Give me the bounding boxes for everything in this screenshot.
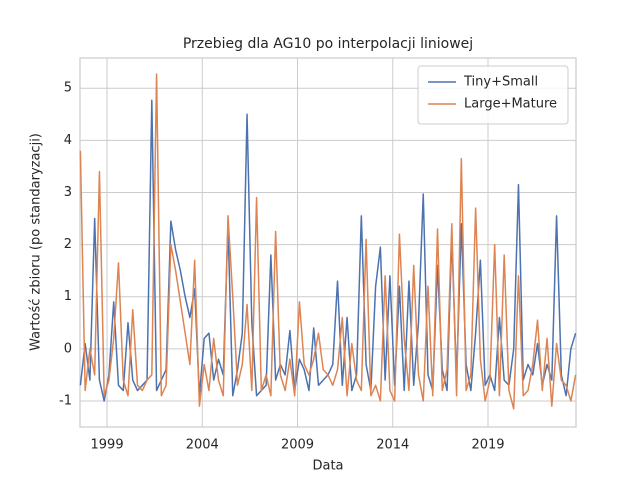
y-tick-label: 1: [64, 289, 72, 304]
y-tick-label: 3: [64, 185, 72, 200]
x-tick-label: 2004: [186, 438, 219, 453]
y-tick-label: 5: [64, 81, 72, 96]
x-tick-label: 2019: [471, 438, 504, 453]
axes-frame: [79, 57, 577, 428]
legend-box: [417, 65, 569, 125]
x-axis-label: Data: [312, 459, 343, 474]
y-tick-label: 0: [64, 341, 72, 356]
series-line: [79, 73, 577, 410]
x-tick-label: 2009: [281, 438, 314, 453]
y-tick-label: -1: [59, 393, 72, 408]
chart-title: Przebieg dla AG10 po interpolacji liniow…: [183, 36, 473, 52]
x-tick-label: 1999: [91, 438, 124, 453]
plot-area: -1 0 1 2 3 4 5 1999 2004 2009 2014 2019 Tiny+Small La…: [59, 57, 577, 453]
legend-label: Large+Mature: [464, 97, 557, 112]
y-tick-label: 2: [64, 237, 72, 252]
x-tick-label: 2014: [376, 438, 409, 453]
legend-label: Tiny+Small: [463, 75, 538, 90]
y-axis-label: Wartość zbioru (po standaryzacji): [29, 133, 44, 351]
y-tick-label: 4: [64, 133, 72, 148]
